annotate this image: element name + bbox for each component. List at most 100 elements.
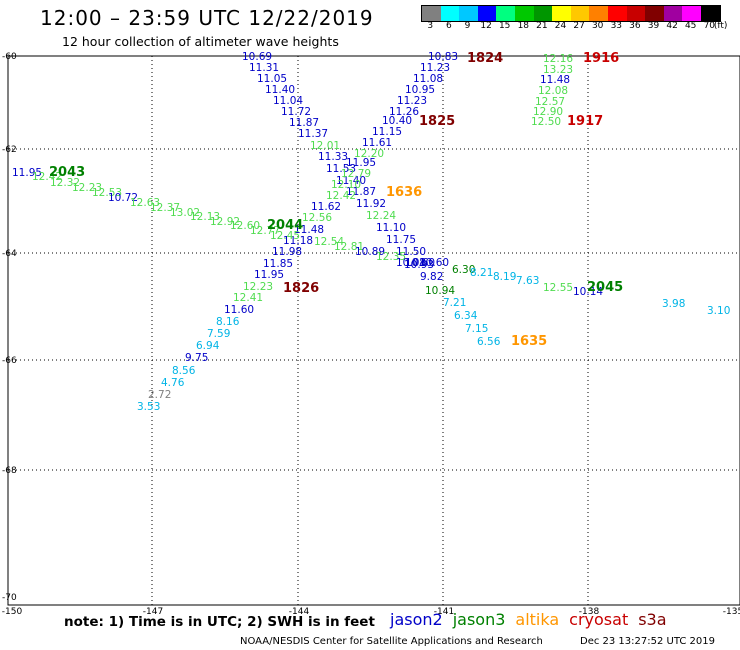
pass-time-label: 1916 [583,51,619,66]
latitude-tick-labels: -60 -62 -64 -66 -68 -70 [2,52,17,603]
colorbar-label: 15 [498,21,511,31]
colorbar-label: 39 [647,21,660,31]
wave-height-value: 11.61 [362,137,392,149]
wave-height-value: 12.32 [50,177,80,189]
colorbar-swatch [626,6,646,21]
longitude-tick-label: -135 [723,607,740,617]
wave-height-value: 11.15 [372,126,402,138]
colorbar-swatch [700,6,720,21]
colorbar-swatch [645,6,664,21]
colorbar-swatch [589,6,608,21]
wave-height-value: 12.45 [270,230,300,242]
wave-height-value: 13.02 [170,207,200,219]
colorbar-label: 45 [684,21,697,31]
map-frame [7,55,740,606]
longitude-tick-label: -144 [289,607,310,617]
colorbar-swatch [459,6,478,21]
wave-height-value: 11.92 [356,198,386,210]
wave-height-value: 11.23 [420,62,450,74]
wave-height-value: 12.41 [233,292,263,304]
colorbar-label: 30 [591,21,604,31]
colorbar-swatch [607,6,627,21]
pass-time-label: 1636 [386,185,422,200]
wave-height-value: 7.63 [516,275,539,287]
wave-height-value: 11.75 [386,234,416,246]
wave-height-value: 12.23 [72,182,102,194]
colorbar-swatch [514,6,534,21]
wave-height-value: 10.89 [355,246,385,258]
legend-s3a: s3a [638,610,667,629]
longitude-tick-label: -150 [2,607,23,617]
map-title: 12:00 – 23:59 UTC 12/22/2019 [40,6,374,30]
wave-height-value: 10.60 [405,257,435,269]
wave-height-value: 11.05 [257,73,287,85]
footer-note: note: 1) Time is in UTC; 2) SWH is in fe… [64,614,375,630]
wave-height-value: 11.33 [318,151,348,163]
wave-height-value: 11.85 [263,258,293,270]
wave-height-value: 8.56 [172,365,196,377]
wave-height-value: 10.94 [425,285,455,297]
colorbar-label: 6 [446,21,452,31]
wave-height-value: 4.76 [161,377,185,389]
pass-time-label: 1824 [467,51,503,66]
pass-time-label: 2044 [267,218,303,233]
colorbar-swatch [477,6,497,21]
colorbar-label: 12 [480,21,492,31]
wave-height-value: 3.53 [137,401,160,413]
wave-height-value: 11.72 [281,106,311,118]
pass-time-label: 2043 [49,165,85,180]
wave-height-value: 12.50 [531,116,561,128]
wave-height-value: 11.95 [254,269,284,281]
wave-height-value: 6.94 [196,340,220,352]
wave-height-value: 10.95 [405,84,435,96]
wave-height-value: 11.62 [311,201,341,213]
pass-time-label: 1917 [567,114,603,129]
wave-height-value: 11.23 [397,95,427,107]
wave-height-value: 11.40 [265,84,295,96]
colorbar-label: 27 [573,21,585,31]
colorbar-swatch [533,6,553,21]
wave-height-value: 10.69 [242,51,272,63]
wave-height-value: 12.60 [230,220,260,232]
wave-height-value: 11.48 [540,74,570,86]
wave-height-value: 6.34 [454,310,478,322]
pass-time-labels: 1824 1916 1825 1917 2043 1636 2044 1826 2045 1635 [49,51,623,349]
wave-height-value: 10.08 [396,257,426,269]
wave-height-value: 12.24 [366,210,396,222]
wave-height-value: 3.98 [662,298,685,310]
wave-height-value: 7.21 [443,297,466,309]
wave-height-value: 10.14 [573,286,603,298]
wave-height-value: 6.30 [452,264,475,276]
wave-height-value: 13.23 [543,64,573,76]
wave-height-value: 11.10 [376,222,406,234]
wave-height-value: 10.40 [382,115,412,127]
wave-height-value: 12.57 [535,96,565,108]
pass-time-label: 2045 [587,280,623,295]
latitude-tick-label: -70 [2,593,17,603]
wave-height-value: 11.95 [12,167,42,179]
wave-height-value: 12.35 [376,251,406,263]
wave-height-value: 12.10 [331,179,361,191]
colorbar-label: 3 [427,21,434,31]
wave-height-value: 12.90 [533,106,563,118]
wave-height-value: 12.13 [190,211,220,223]
wave-height-values: 10.6911.3111.0511.4011.0411.7211.8711.37… [12,51,730,413]
wave-height-value: 11.04 [273,95,303,107]
wave-height-value: 8.19 [493,271,516,283]
colorbar-label: 33 [610,21,623,31]
pass-time-label: 1825 [419,114,455,129]
wave-height-value: 6.56 [477,336,501,348]
wave-height-value: 3.10 [707,305,730,317]
colorbar-label: 42 [666,21,678,31]
wave-height-value: 11.53 [326,163,356,175]
wave-height-value: 12.20 [354,148,384,160]
latitude-tick-label: -64 [2,249,17,259]
colorbar-label: 36 [629,21,641,31]
wave-height-value: 9.75 [185,352,208,364]
colorbar-swatch [570,6,590,21]
legend-cryosat: cryosat [569,610,629,629]
wave-height-value: 12.16 [543,53,573,65]
latitude-tick-label: -60 [2,52,17,62]
wave-height-value: 8.21 [470,267,493,279]
